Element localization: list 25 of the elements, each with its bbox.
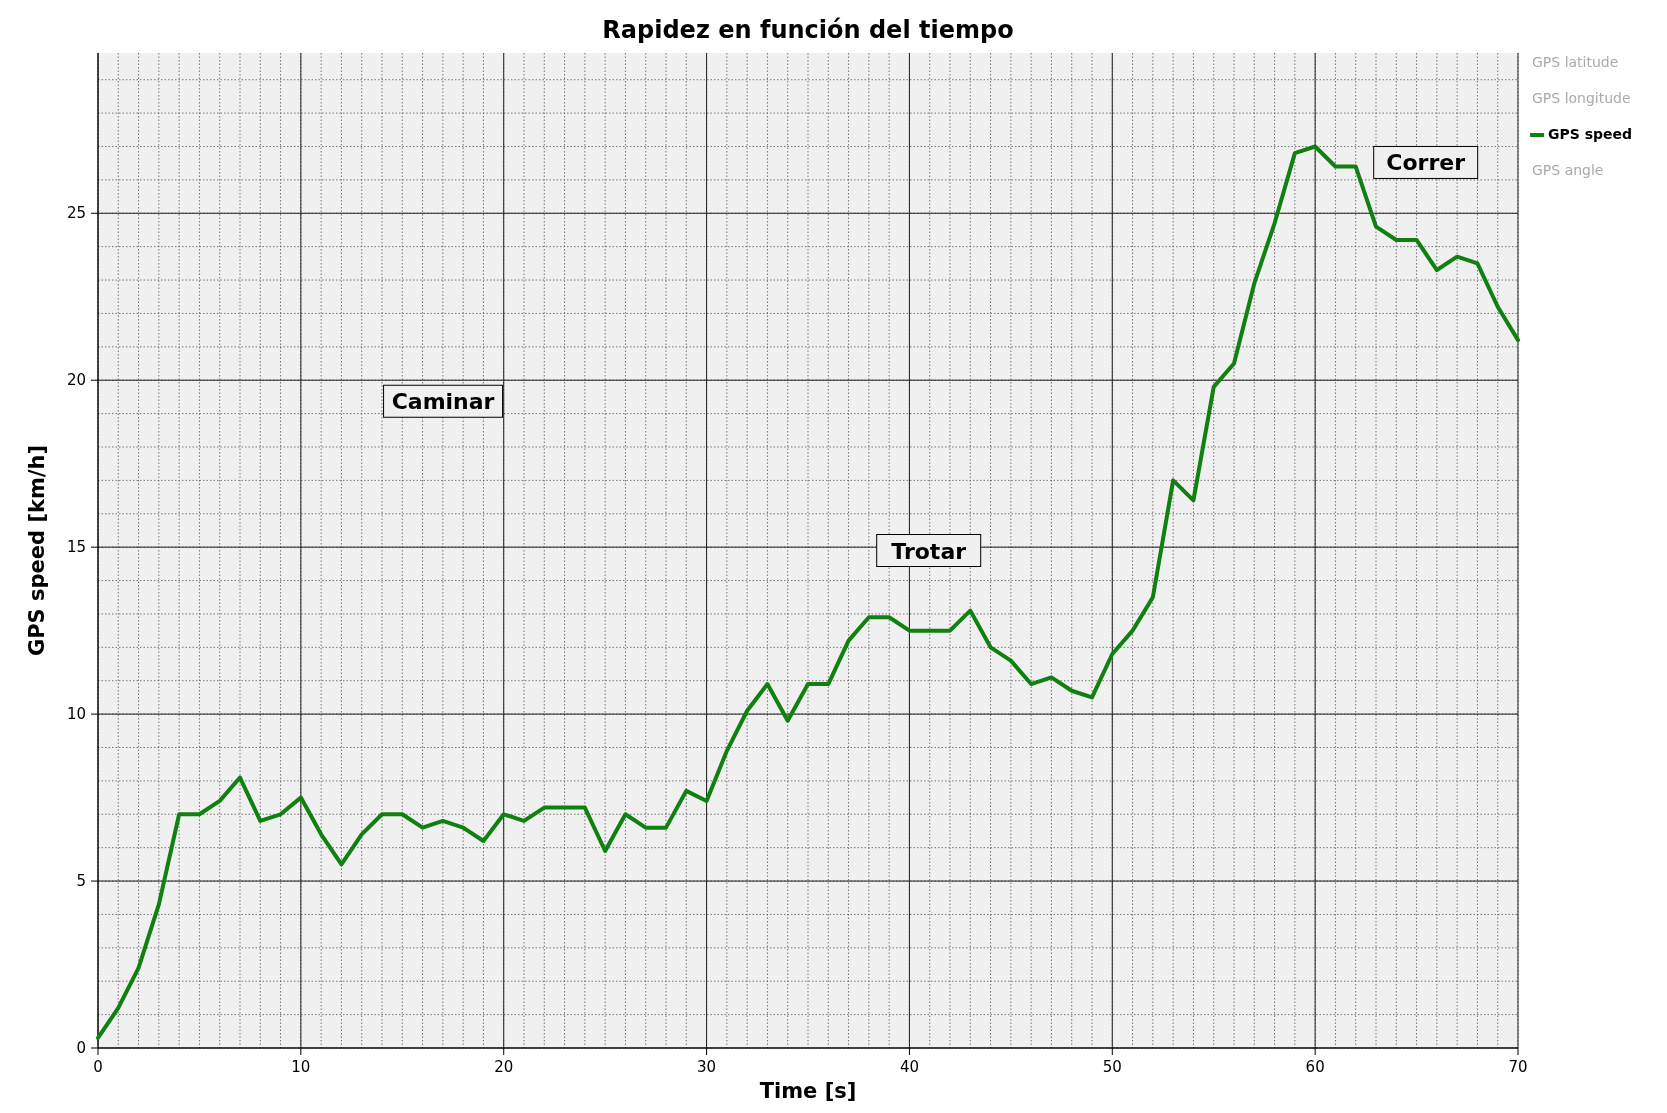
x-tick-label: 30 (697, 1058, 717, 1076)
x-tick-label: 10 (291, 1058, 311, 1076)
x-tick-label: 50 (1102, 1058, 1122, 1076)
annotation: Trotar (891, 538, 967, 564)
y-axis-title: GPS speed [km/h] (25, 444, 49, 657)
line-series (96, 144, 1520, 1040)
chart-title: Rapidez en función del tiempo (602, 16, 1014, 44)
x-tick-label: 70 (1508, 1058, 1528, 1076)
y-tick-label: 10 (66, 705, 86, 724)
y-tick-label: 15 (66, 538, 86, 557)
x-tick-label: 20 (494, 1058, 514, 1076)
legend-label: GPS latitude (1532, 54, 1619, 70)
x-tick-label: 40 (899, 1058, 919, 1076)
annotation: Caminar (391, 389, 495, 415)
x-axis-title: Time [s] (759, 1079, 857, 1103)
y-tick-label: 0 (76, 1039, 86, 1057)
legend-label: GPS speed (1548, 126, 1633, 142)
x-tick-label: 0 (93, 1058, 103, 1076)
annotation: Correr (1386, 150, 1466, 176)
y-tick-label: 5 (76, 872, 86, 891)
legend-label: GPS angle (1532, 162, 1604, 178)
y-tick-label: 25 (66, 204, 86, 223)
y-tick-label: 20 (66, 371, 86, 390)
legend-label: GPS longitude (1532, 90, 1631, 106)
x-tick-label: 60 (1305, 1058, 1325, 1076)
